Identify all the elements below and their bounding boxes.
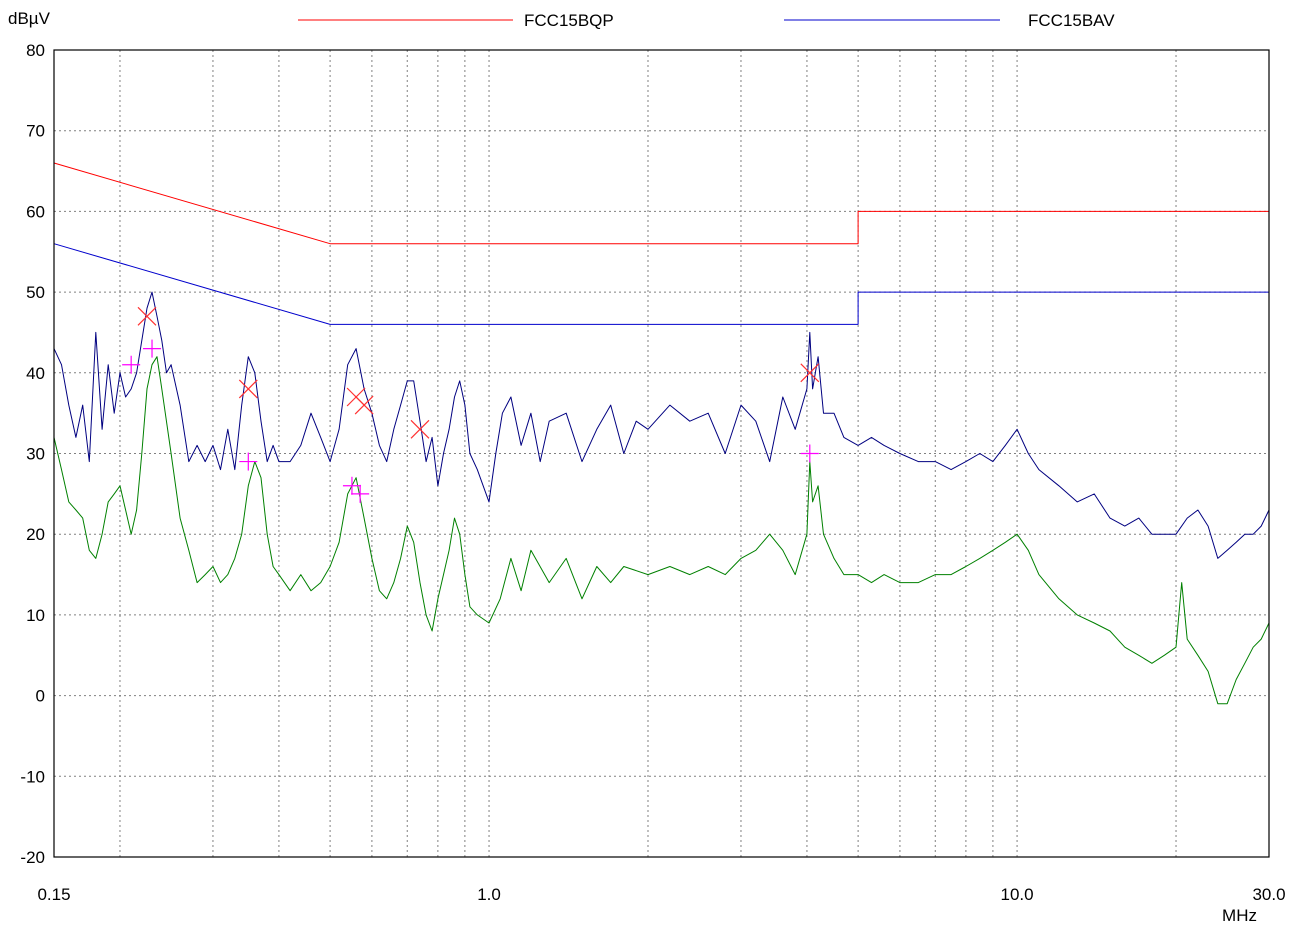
legend: FCC15BQP FCC15BAV bbox=[298, 11, 1115, 30]
markers-layer bbox=[122, 306, 820, 503]
qp-marker bbox=[800, 363, 820, 383]
y-axis-ticks: 80 70 60 50 40 30 20 10 0 -10 -20 bbox=[20, 41, 45, 867]
x-tick-label: 1.0 bbox=[477, 885, 501, 904]
y-tick-label: 0 bbox=[36, 687, 45, 706]
x-axis-unit: MHz bbox=[1222, 906, 1257, 925]
y-tick-label: 10 bbox=[26, 606, 45, 625]
series-fcc15bav bbox=[53, 243, 1269, 325]
x-tick-label: 0.15 bbox=[37, 885, 70, 904]
av-marker bbox=[800, 444, 819, 463]
y-tick-label: 20 bbox=[26, 525, 45, 544]
legend-item-fcc15bqp: FCC15BQP bbox=[298, 11, 614, 30]
y-tick-label: 70 bbox=[26, 122, 45, 141]
av-marker bbox=[143, 339, 162, 358]
y-tick-label: 60 bbox=[26, 202, 45, 221]
y-tick-label: -20 bbox=[20, 848, 45, 867]
legend-label: FCC15BAV bbox=[1028, 11, 1115, 30]
y-tick-label: 80 bbox=[26, 41, 45, 60]
plot-area-frame bbox=[53, 49, 1270, 858]
x-axis-ticks: 0.15 1.0 10.0 30.0 bbox=[37, 885, 1285, 904]
series-layer bbox=[53, 162, 1270, 705]
av-marker bbox=[239, 452, 258, 471]
y-tick-label: 40 bbox=[26, 364, 45, 383]
av-marker bbox=[122, 355, 141, 374]
y-tick-label: 30 bbox=[26, 445, 45, 464]
series-trace-4 bbox=[53, 356, 1270, 705]
series-fcc15bqp bbox=[53, 162, 1269, 245]
legend-item-fcc15bav: FCC15BAV bbox=[784, 11, 1115, 30]
qp-marker bbox=[354, 395, 374, 415]
qp-marker bbox=[410, 419, 430, 439]
y-axis-unit: dBµV bbox=[8, 9, 51, 28]
x-tick-label: 10.0 bbox=[1001, 885, 1034, 904]
qp-marker bbox=[137, 306, 157, 326]
av-marker bbox=[351, 484, 370, 503]
x-tick-label: 30.0 bbox=[1252, 885, 1285, 904]
qp-marker bbox=[238, 379, 258, 399]
legend-label: FCC15BQP bbox=[524, 11, 614, 30]
y-tick-label: 50 bbox=[26, 283, 45, 302]
series-trace-3 bbox=[53, 291, 1270, 559]
av-marker bbox=[342, 476, 361, 495]
y-tick-label: -10 bbox=[20, 767, 45, 786]
